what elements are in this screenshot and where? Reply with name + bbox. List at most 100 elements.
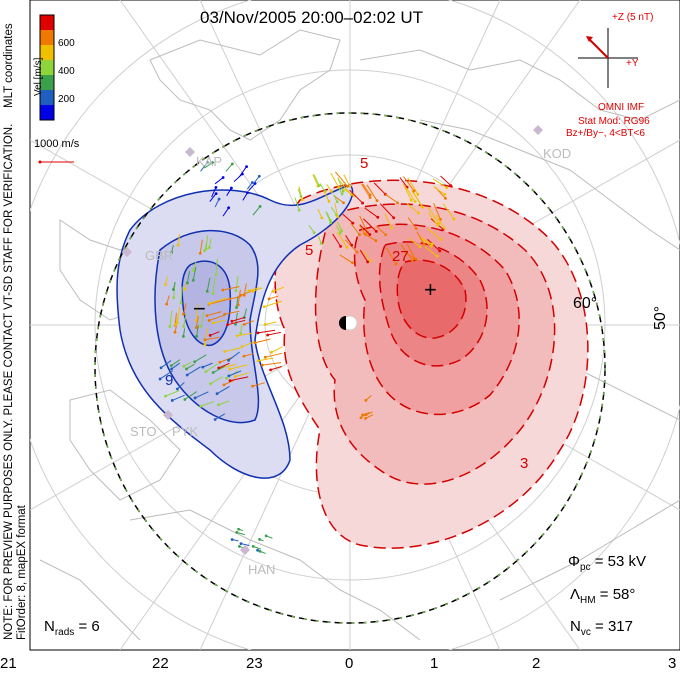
velocity-vector xyxy=(400,244,413,261)
velocity-vector xyxy=(312,173,319,187)
velocity-vector xyxy=(215,258,218,275)
velocity-vector xyxy=(240,543,250,547)
velocity-vector xyxy=(238,528,243,532)
velocity-vector xyxy=(365,411,373,416)
velocity-vector xyxy=(235,275,239,291)
velocity-vector xyxy=(169,310,173,327)
velocity-vector xyxy=(228,370,242,377)
imf-clock xyxy=(578,28,638,88)
potential-min-marker: − xyxy=(193,296,206,321)
velocity-vector xyxy=(406,202,419,214)
imf-source: OMNI IMF xyxy=(598,102,645,113)
velocity-vector xyxy=(259,550,266,555)
velocity-vector xyxy=(337,177,344,192)
velocity-vector xyxy=(359,215,368,233)
imf-z-label: +Z (5 nT) xyxy=(612,12,654,23)
velocity-vector xyxy=(433,203,441,220)
velocity-vector xyxy=(237,332,253,337)
velocity-vector xyxy=(268,295,279,300)
velocity-vector xyxy=(248,286,260,292)
velocity-vector xyxy=(265,535,273,539)
velocity-vector xyxy=(262,362,282,366)
velocity-vector xyxy=(172,394,185,401)
velocity-vector xyxy=(175,314,179,325)
coordinates-note: MLT coordinates xyxy=(3,23,15,108)
velocity-vector xyxy=(243,308,248,318)
velocity-vector xyxy=(240,323,243,334)
side-note-line2: FitOrder: 8, mapEX format xyxy=(16,505,28,640)
velocity-vector xyxy=(214,177,224,185)
velocity-vector xyxy=(319,183,326,192)
velocity-vector xyxy=(228,351,240,361)
phi-pc-value: 53 kV xyxy=(607,553,646,570)
velocity-vector xyxy=(224,347,241,353)
mlt-label-0: 0 xyxy=(345,655,354,672)
vector-origin xyxy=(203,249,206,253)
lat-label-50: 50° xyxy=(652,305,669,330)
velocity-vector xyxy=(229,296,241,300)
velocity-vector xyxy=(183,313,187,327)
velocity-vector xyxy=(182,328,186,337)
velocity-vector xyxy=(334,171,348,187)
velocity-vector xyxy=(222,286,240,291)
velocity-vector xyxy=(229,364,248,370)
velocity-vector xyxy=(211,187,217,198)
velocity-vector xyxy=(313,174,320,186)
velocity-vector xyxy=(252,382,265,387)
vector-origin xyxy=(204,247,208,251)
velocity-vector xyxy=(214,413,226,420)
velocity-vector xyxy=(177,381,185,390)
velocity-vector xyxy=(361,183,371,198)
velocity-vector xyxy=(200,312,205,327)
velocity-vector xyxy=(177,233,181,246)
velocity-vector xyxy=(208,298,228,305)
velocity-vector xyxy=(184,391,198,400)
velocity-vector xyxy=(253,545,261,550)
velocity-vector xyxy=(359,225,367,235)
velocity-colorbar xyxy=(39,14,55,121)
lambda-hm-stat: ΛHM = 58° xyxy=(570,586,636,606)
velocity-vector xyxy=(330,172,340,188)
velocity-vector xyxy=(317,208,323,219)
velocity-vector xyxy=(308,224,315,233)
velocity-vector xyxy=(223,379,235,386)
velocity-vector xyxy=(186,270,191,284)
velocity-vector xyxy=(265,352,283,358)
vector-origin xyxy=(336,215,340,219)
velocity-vector xyxy=(330,206,337,216)
velocity-vector xyxy=(206,277,211,292)
velocity-vector xyxy=(171,362,181,370)
nrads-value: 6 xyxy=(91,618,100,635)
station-pyk: PYK xyxy=(172,424,199,439)
velocity-vector xyxy=(326,212,331,221)
velocity-vector xyxy=(195,316,199,328)
velocity-vector xyxy=(359,249,369,263)
velocity-vector xyxy=(258,357,274,362)
velocity-vector xyxy=(238,166,247,178)
station-han: HAN xyxy=(248,562,276,577)
mlt-label-23: 23 xyxy=(246,655,263,672)
velocity-vector xyxy=(297,188,302,197)
velocity-vector xyxy=(209,297,227,304)
velocity-vector xyxy=(333,194,338,202)
velocity-vector xyxy=(182,303,187,315)
lambda-hm-value: 58° xyxy=(612,586,636,603)
velocity-vector xyxy=(222,207,230,217)
velocity-vector xyxy=(343,174,351,187)
velocity-vector xyxy=(435,214,445,229)
nvc-stat: Nvc = 317 xyxy=(570,618,633,638)
velocity-vector xyxy=(252,287,263,292)
velocity-vector xyxy=(192,267,197,281)
velocity-vector xyxy=(364,207,379,218)
velocity-vector xyxy=(402,183,412,201)
velocity-vector xyxy=(339,254,353,264)
colorbar-unit: Vel [m/s] xyxy=(33,57,44,96)
mlt-label-22: 22 xyxy=(152,655,169,672)
velocity-vector xyxy=(427,238,441,252)
velocity-vector xyxy=(196,325,199,337)
velocity-vector xyxy=(225,163,233,172)
velocity-vector xyxy=(337,221,343,231)
side-note-line1: NOTE: FOR PREVIEW PURPOSES ONLY. PLEASE … xyxy=(3,123,15,640)
velocity-vector xyxy=(294,197,300,211)
